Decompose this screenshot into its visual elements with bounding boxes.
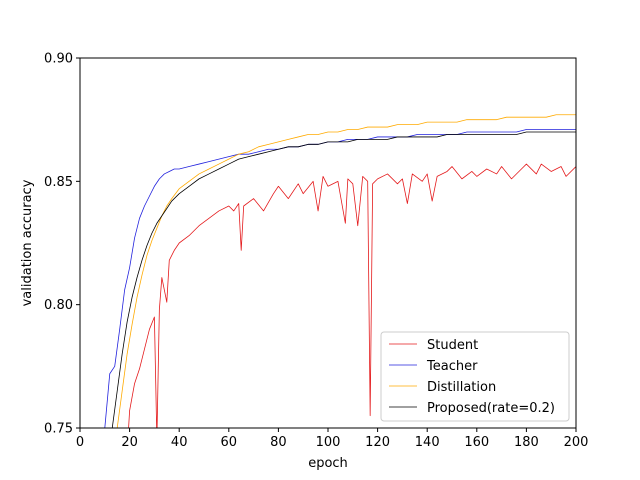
x-tick-label: 100 [316, 435, 341, 450]
legend-label-2: Distillation [427, 380, 496, 395]
legend-label-1: Teacher [426, 359, 478, 374]
x-tick-label: 140 [415, 435, 440, 450]
x-axis: 0 20 40 60 80 100 120 140 160 180 200 [76, 428, 589, 450]
y-tick-label: 0.85 [44, 175, 73, 190]
x-tick-label: 200 [564, 435, 589, 450]
x-tick-label: 20 [121, 435, 138, 450]
series-layer [104, 114, 576, 428]
legend-label-3: Proposed(rate=0.2) [427, 401, 555, 416]
legend-box [380, 331, 570, 422]
y-axis-label: validation accuracy [20, 179, 35, 306]
series-line-2 [116, 114, 576, 428]
x-tick-label: 40 [171, 435, 188, 450]
y-tick-label: 0.90 [44, 52, 73, 67]
series-line-0 [128, 163, 576, 428]
y-axis: 0.75 0.80 0.85 0.90 [44, 52, 80, 437]
x-tick-label: 180 [514, 435, 539, 450]
x-axis-label: epoch [308, 456, 348, 471]
x-tick-label: 80 [270, 435, 287, 450]
y-tick-label: 0.75 [44, 422, 73, 437]
series-line-3 [111, 131, 576, 428]
x-tick-label: 120 [365, 435, 390, 450]
x-tick-label: 0 [76, 435, 84, 450]
y-tick-label: 0.80 [44, 298, 73, 313]
x-tick-label: 160 [464, 435, 489, 450]
legend: Student Teacher Distillation Proposed(rate=… [380, 331, 570, 422]
x-tick-label: 60 [221, 435, 238, 450]
legend-label-0: Student [427, 338, 478, 353]
